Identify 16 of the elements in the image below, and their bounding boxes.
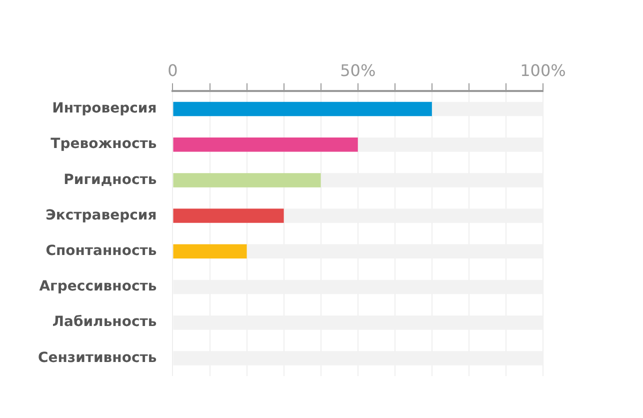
bar: [173, 137, 358, 152]
y-tick-label: Лабильность: [52, 314, 157, 330]
x-tick-label: 0: [168, 60, 178, 80]
y-tick-label: Ригидность: [64, 172, 157, 188]
y-tick-label: Тревожность: [50, 136, 157, 152]
y-tick-label: Спонтанность: [46, 243, 157, 260]
bar: [173, 102, 432, 116]
y-tick-label: Агрессивность: [39, 278, 157, 295]
x-tick-label: 100%: [520, 60, 566, 80]
x-tick-label: 50%: [340, 60, 376, 80]
bar: [173, 173, 321, 188]
y-tick-label: Экстраверсия: [46, 207, 157, 224]
bar: [173, 244, 247, 259]
bar: [173, 208, 284, 223]
y-tick-label: Сензитивность: [38, 350, 157, 366]
y-tick-label: Интроверсия: [52, 100, 157, 117]
